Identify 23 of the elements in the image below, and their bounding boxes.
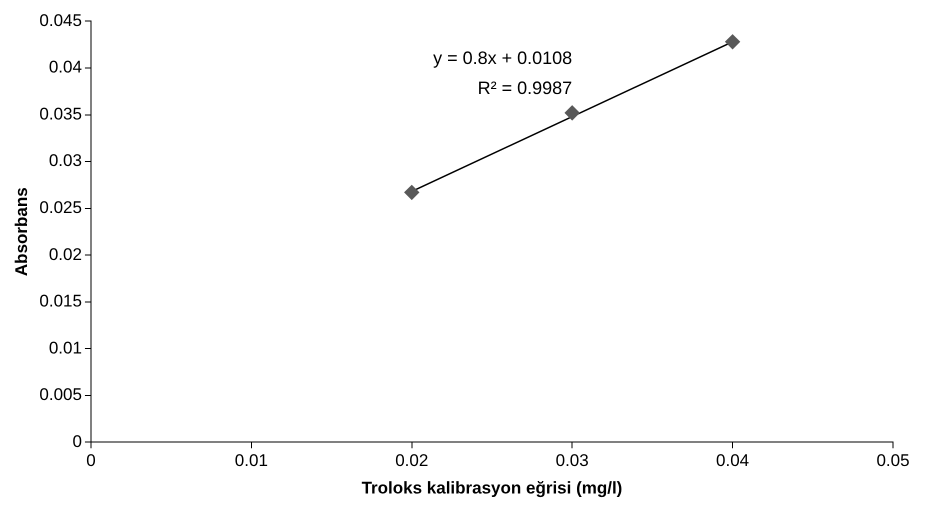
x-tick-label: 0.02 [395, 451, 428, 470]
y-tick-label: 0.035 [39, 104, 82, 124]
annotation: R² = 0.9987 [478, 78, 572, 98]
x-axis-title: Troloks kalibrasyon eğrisi (mg/l) [362, 478, 622, 498]
point [404, 184, 420, 200]
y-tick-label: 0.02 [48, 244, 82, 264]
y-tick-label: 0.015 [39, 292, 82, 311]
y-tick-label: 0.04 [48, 58, 82, 77]
point [725, 34, 740, 50]
y-tick-label: 0.03 [48, 151, 82, 170]
x-tick-label: 0.01 [234, 451, 268, 470]
x-tick-label: 0.05 [876, 451, 910, 470]
y-tick-label: 0.045 [39, 10, 82, 30]
y-tick-label: 0.005 [39, 385, 82, 404]
point [564, 105, 580, 120]
annotation: y = 0.8x + 0.0108 [433, 48, 572, 68]
y-tick-label: 0.025 [39, 198, 82, 217]
y-tick-label: 0 [72, 432, 82, 451]
x-tick-label: 0.04 [716, 451, 750, 470]
x-tick-label: 0.03 [556, 451, 589, 470]
y-tick-label: 0.01 [48, 338, 82, 358]
x-tick-label: 0 [86, 451, 96, 470]
y-axis-title: Absorbans [12, 187, 31, 276]
